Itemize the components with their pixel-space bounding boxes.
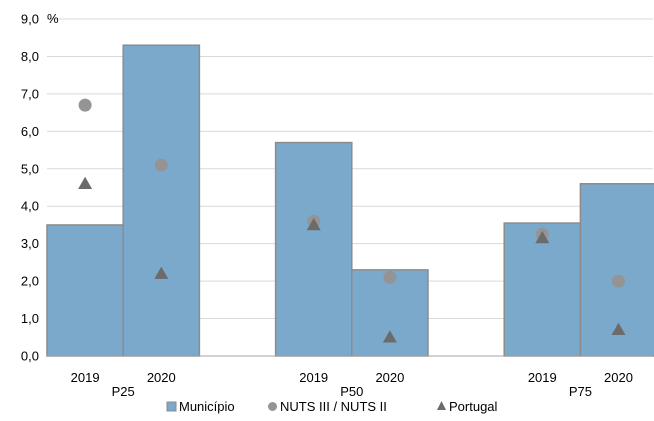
markers (78, 98, 626, 343)
y-tick-label: 2,0 (21, 274, 39, 289)
legend-swatch-portugal (437, 401, 446, 410)
marker-nuts (154, 158, 168, 172)
marker-portugal (382, 330, 397, 343)
y-tick-label: 0,0 (21, 349, 39, 364)
marker-portugal (306, 217, 321, 231)
x-tick-labels: 2019 2020 P25 2019 2020 P50 2019 2020 P75 (71, 370, 633, 399)
legend: Município NUTS III / NUTS II Portugal (166, 399, 498, 414)
group-label: P25 (112, 384, 135, 399)
y-tick-label: 9,0 (21, 12, 39, 27)
x-tick-label: 2019 (528, 370, 557, 385)
legend-label: Município (179, 399, 235, 414)
y-tick-label: 1,0 (21, 311, 39, 326)
legend-label: NUTS III / NUTS II (280, 399, 387, 414)
legend-swatch-municipio (166, 401, 177, 412)
x-tick-label: 2020 (375, 370, 404, 385)
y-tick-label: 4,0 (21, 199, 39, 214)
marker-portugal (535, 231, 550, 244)
legend-label: Portugal (449, 399, 498, 414)
bar-municipio (122, 44, 201, 357)
marker-nuts (78, 98, 92, 112)
legend-swatch-nuts (268, 402, 277, 411)
y-unit-label: % (47, 11, 59, 26)
y-tick-labels: 0,0 1,0 2,0 3,0 4,0 5,0 6,0 7,0 8,0 9,0 (21, 12, 39, 364)
x-tick-label: 2019 (71, 370, 100, 385)
group-label: P50 (340, 384, 363, 399)
y-tick-label: 7,0 (21, 86, 39, 101)
marker-portugal (611, 322, 626, 336)
x-tick-label: 2020 (147, 370, 176, 385)
marker-nuts (383, 270, 397, 284)
marker-portugal (154, 266, 169, 279)
bars-municipio (46, 44, 654, 357)
bar-municipio (274, 141, 353, 357)
group-label: P75 (569, 384, 592, 399)
marker-portugal (78, 176, 93, 190)
x-tick-label: 2020 (604, 370, 633, 385)
marker-nuts (612, 274, 625, 288)
y-tick-label: 6,0 (21, 124, 39, 139)
y-tick-label: 5,0 (21, 161, 39, 176)
y-tick-label: 3,0 (21, 236, 39, 251)
bar-municipio (46, 224, 124, 357)
y-tick-label: 8,0 (21, 49, 39, 64)
x-tick-label: 2019 (299, 370, 328, 385)
